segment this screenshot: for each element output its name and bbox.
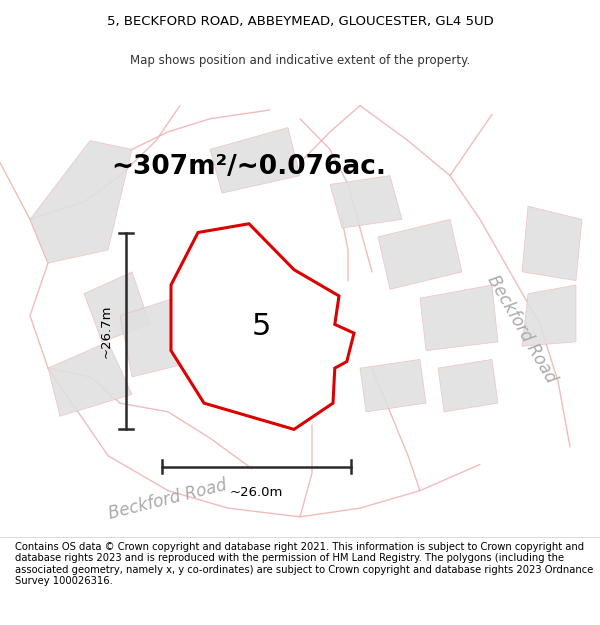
Polygon shape — [84, 272, 150, 342]
Polygon shape — [330, 176, 402, 228]
Polygon shape — [420, 285, 498, 351]
Polygon shape — [120, 281, 240, 377]
Polygon shape — [48, 342, 132, 416]
Text: Contains OS data © Crown copyright and database right 2021. This information is : Contains OS data © Crown copyright and d… — [15, 542, 593, 586]
Text: ~26.0m: ~26.0m — [230, 486, 283, 499]
Polygon shape — [522, 206, 582, 281]
Polygon shape — [171, 224, 354, 429]
Text: ~26.7m: ~26.7m — [100, 304, 113, 358]
Text: 5, BECKFORD ROAD, ABBEYMEAD, GLOUCESTER, GL4 5UD: 5, BECKFORD ROAD, ABBEYMEAD, GLOUCESTER,… — [107, 15, 493, 28]
Polygon shape — [522, 285, 576, 346]
Text: Beckford Road: Beckford Road — [484, 272, 560, 386]
Polygon shape — [360, 359, 426, 412]
Text: Map shows position and indicative extent of the property.: Map shows position and indicative extent… — [130, 54, 470, 66]
Polygon shape — [438, 359, 498, 412]
Polygon shape — [228, 324, 312, 403]
Text: ~307m²/~0.076ac.: ~307m²/~0.076ac. — [112, 154, 386, 180]
Text: 5: 5 — [251, 312, 271, 341]
Polygon shape — [378, 219, 462, 289]
Polygon shape — [210, 127, 300, 193]
Polygon shape — [30, 141, 132, 263]
Text: Beckford Road: Beckford Road — [107, 476, 229, 522]
